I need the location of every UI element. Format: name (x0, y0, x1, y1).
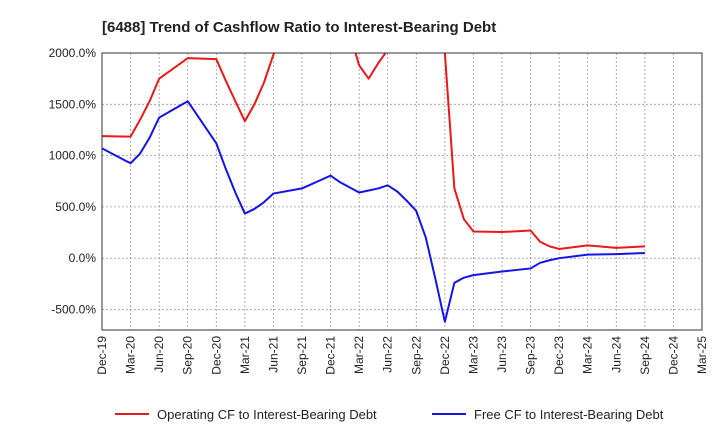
x-tick-label: Sep-22 (409, 336, 423, 375)
x-tick-label: Jun-24 (609, 336, 623, 373)
series-line-operating-cf (102, 53, 645, 250)
x-tick-label: Mar-25 (695, 336, 709, 374)
x-tick-label: Sep-24 (638, 336, 652, 375)
x-tick-label: Dec-22 (438, 336, 452, 375)
y-tick-label: -500.0% (51, 302, 96, 316)
x-tick-label: Dec-21 (324, 336, 338, 375)
x-tick-label: Mar-22 (352, 336, 366, 374)
x-tick-label: Mar-23 (466, 336, 480, 374)
y-tick-label: 0.0% (69, 251, 97, 265)
x-tick-label: Jun-21 (266, 336, 280, 373)
x-tick-label: Jun-20 (152, 336, 166, 373)
series-line-free-cf (102, 100, 645, 323)
x-tick-label: Dec-19 (95, 336, 109, 375)
legend-item-operating-cf: Operating CF to Interest-Bearing Debt (115, 407, 377, 422)
chart-title: [6488] Trend of Cashflow Ratio to Intere… (102, 19, 496, 36)
plot-area-frame (101, 52, 703, 331)
x-tick-label: Sep-20 (181, 336, 195, 375)
y-tick-label: 2000.0% (49, 46, 97, 60)
x-tick-label: Sep-23 (524, 336, 538, 375)
x-tick-label: Jun-22 (381, 336, 395, 373)
x-tick-label: Dec-20 (209, 336, 223, 375)
x-tick-label: Jun-23 (495, 336, 509, 373)
y-tick-label: 500.0% (55, 200, 96, 214)
legend-label: Operating CF to Interest-Bearing Debt (157, 407, 377, 422)
x-tick-label: Dec-23 (552, 336, 566, 375)
legend-item-free-cf: Free CF to Interest-Bearing Debt (432, 407, 664, 422)
legend-label: Free CF to Interest-Bearing Debt (474, 407, 664, 422)
y-tick-label: 1000.0% (49, 149, 97, 163)
x-tick-label: Mar-20 (124, 336, 138, 374)
y-tick-label: 1500.0% (49, 97, 97, 111)
x-tick-label: Mar-24 (581, 336, 595, 374)
x-tick-label: Sep-21 (295, 336, 309, 375)
x-tick-label: Dec-24 (666, 336, 680, 375)
x-tick-label: Mar-21 (238, 336, 252, 374)
